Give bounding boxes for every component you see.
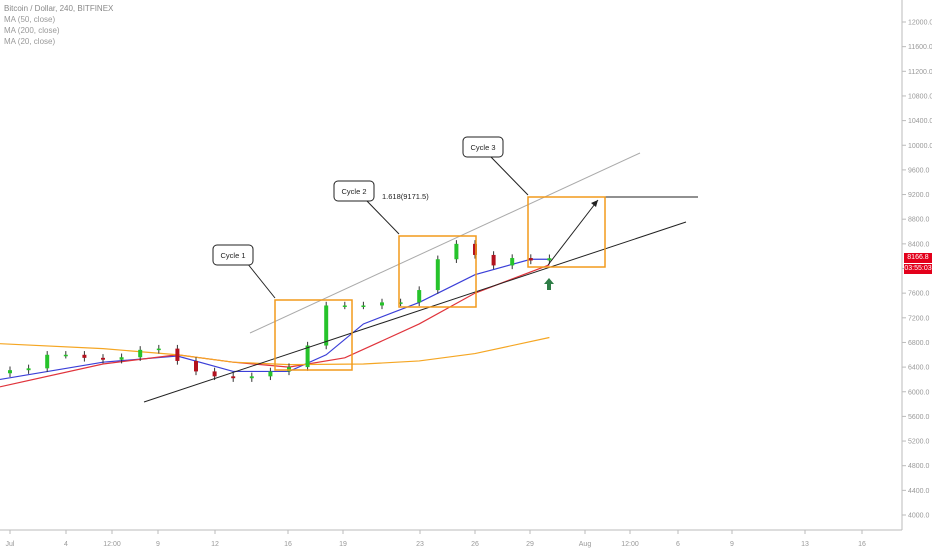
candle[interactable]: [417, 290, 422, 303]
cycle2-callout[interactable]: [333, 180, 375, 202]
price-tick-label: 7200.0: [908, 315, 930, 322]
price-tick-label: 8400.0: [908, 241, 930, 248]
price-tick-label: 4000.0: [908, 513, 930, 520]
time-tick-label: 4: [64, 541, 68, 548]
time-tick-label: 12:00: [103, 541, 121, 548]
candle[interactable]: [305, 345, 310, 368]
price-tick-label: 11600.0: [908, 44, 932, 51]
time-tick-label: 29: [526, 541, 534, 548]
candle[interactable]: [63, 354, 68, 357]
time-tick-label: 12: [211, 541, 219, 548]
fib-label: 1.618(9171.5): [382, 192, 429, 201]
cycle1-callout[interactable]: [212, 244, 254, 266]
candle[interactable]: [510, 258, 515, 266]
projection-arrow[interactable]: [547, 199, 599, 266]
cycle1-box[interactable]: [274, 299, 353, 371]
cycle2-label: Cycle 2: [341, 187, 366, 196]
candle[interactable]: [454, 243, 459, 260]
candle[interactable]: [380, 302, 384, 306]
time-tick-label: 16: [858, 541, 866, 548]
cycle1-callout-line: [246, 262, 276, 299]
chart-legend: Bitcoin / Dollar, 240, BITFINEX MA (50, …: [4, 3, 113, 47]
candle[interactable]: [101, 357, 105, 360]
price-tick-label: 9200.0: [908, 192, 930, 199]
price-tick-label: 10400.0: [908, 118, 932, 125]
price-tick-label: 5200.0: [908, 439, 930, 446]
price-tick-label: 6400.0: [908, 365, 930, 372]
candle[interactable]: [528, 258, 533, 261]
candle[interactable]: [212, 371, 217, 377]
candle[interactable]: [156, 348, 161, 351]
cycle3-box[interactable]: [527, 196, 606, 268]
cycle1-label: Cycle 1: [220, 251, 245, 260]
cycle2-box[interactable]: [398, 235, 477, 308]
bar-countdown: 03:55:03: [904, 264, 932, 274]
drawings[interactable]: Cycle 1 Cycle 2 Cycle 3 1.618(9171.5): [143, 136, 698, 403]
price-tick-label: 6000.0: [908, 389, 930, 396]
candle[interactable]: [268, 371, 273, 377]
candle[interactable]: [8, 370, 12, 374]
candle[interactable]: [324, 305, 329, 346]
candle[interactable]: [82, 354, 87, 358]
candle[interactable]: [249, 376, 254, 379]
cycle3-callout-line: [489, 155, 529, 196]
time-tick-label: 6: [676, 541, 680, 548]
price-tick-label: 8800.0: [908, 217, 930, 224]
price-tick-label: 4400.0: [908, 488, 930, 495]
price-axis[interactable]: 12000.0 11600.0 11200.0 10800.0 10400.0 10000…: [902, 20, 932, 520]
time-axis[interactable]: Jul 4 12:00 9 12 16 19 23 26 29 Aug 12:00 6 9 13 16: [6, 530, 866, 548]
last-price-tag: 8166.8: [904, 253, 932, 263]
price-tick-label: 12000.0: [908, 20, 932, 27]
study-ma200[interactable]: MA (200, close): [4, 26, 60, 35]
time-tick-label: 26: [471, 541, 479, 548]
time-tick-label: 16: [284, 541, 292, 548]
price-tick-label: 5600.0: [908, 414, 930, 421]
candle[interactable]: [547, 258, 552, 261]
candle[interactable]: [26, 368, 31, 371]
price-tick-label: 11200.0: [908, 69, 932, 76]
price-tick-label: 6800.0: [908, 340, 930, 347]
cycle2-callout-line: [365, 199, 400, 235]
upper-channel-line[interactable]: [249, 152, 641, 334]
time-tick-label: 23: [416, 541, 424, 548]
symbol-title[interactable]: Bitcoin / Dollar, 240, BITFINEX: [4, 4, 114, 13]
support-trendline[interactable]: [143, 221, 687, 403]
candle[interactable]: [194, 360, 198, 372]
price-tick-label: 4800.0: [908, 463, 930, 470]
time-tick-label: 9: [156, 541, 160, 548]
arrow-head-icon: [591, 200, 598, 207]
candle[interactable]: [175, 348, 180, 361]
cycle3-label: Cycle 3: [470, 143, 495, 152]
candle[interactable]: [342, 305, 347, 307]
study-ma50[interactable]: MA (50, close): [4, 15, 56, 24]
candle[interactable]: [119, 357, 124, 360]
time-tick-label: Aug: [579, 541, 592, 548]
candle[interactable]: [231, 376, 236, 379]
price-tick-label: 9600.0: [908, 167, 930, 174]
cycle3-callout[interactable]: [462, 136, 504, 158]
candle[interactable]: [491, 254, 496, 266]
time-tick-label: 13: [801, 541, 809, 548]
price-tick-label: 10000.0: [908, 143, 932, 150]
candle[interactable]: [435, 259, 440, 291]
time-tick-label: 9: [730, 541, 734, 548]
price-tick-label: 7600.0: [908, 291, 930, 298]
candle[interactable]: [398, 302, 403, 304]
candle[interactable]: [138, 349, 143, 358]
price-tick-label: 10800.0: [908, 93, 932, 100]
time-tick-label: 19: [339, 541, 347, 548]
candle[interactable]: [45, 354, 50, 369]
time-tick-label: 12:00: [621, 541, 639, 548]
candle[interactable]: [473, 243, 477, 255]
time-tick-label: Jul: [6, 541, 15, 548]
study-ma20[interactable]: MA (20, close): [4, 37, 56, 46]
candle[interactable]: [361, 305, 366, 307]
up-arrow-icon: [544, 278, 554, 290]
